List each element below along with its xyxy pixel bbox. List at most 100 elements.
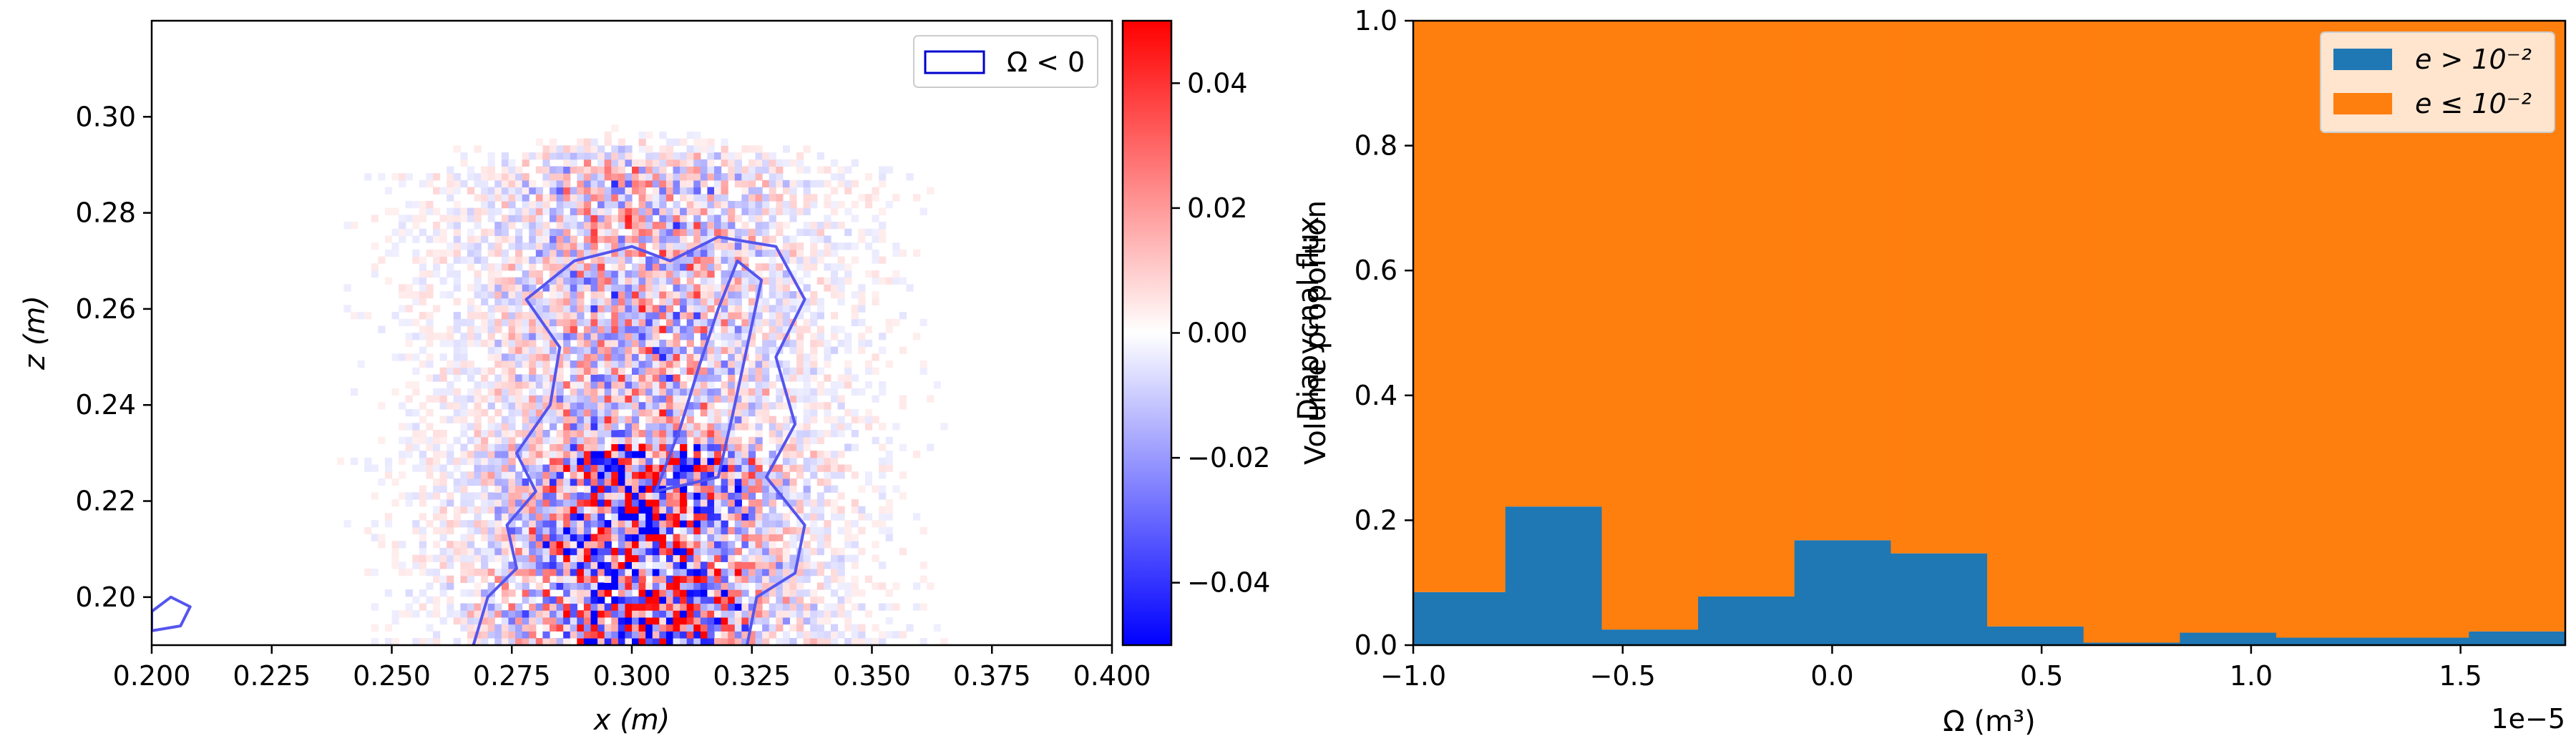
heatmap-cell: [412, 367, 420, 375]
heatmap-cell: [714, 617, 722, 625]
heatmap-cell: [728, 554, 736, 562]
heatmap-cell: [879, 471, 887, 479]
heatmap-cell: [549, 395, 557, 403]
heatmap-cell: [700, 408, 708, 417]
heatmap-cell: [782, 638, 791, 645]
heatmap-cell: [529, 263, 537, 271]
heatmap-cell: [810, 589, 818, 597]
heatmap-cell: [604, 638, 612, 645]
heatmap-cell: [618, 200, 626, 209]
heatmap-cell: [625, 374, 633, 382]
heatmap-cell: [810, 249, 818, 257]
heatmap-cell: [899, 312, 907, 320]
heatmap-cell: [611, 145, 619, 153]
heatmap-cell: [673, 423, 680, 431]
heatmap-cell: [830, 631, 839, 639]
heatmap-cell: [522, 298, 530, 305]
heatmap-cell: [824, 464, 831, 472]
heatmap-cell: [604, 603, 612, 611]
heatmap-cell: [776, 423, 784, 431]
heatmap-cell: [522, 222, 530, 230]
heatmap-cell: [748, 207, 756, 215]
heatmap-cell: [384, 638, 393, 645]
heatmap-cell: [474, 305, 482, 313]
heatmap-cell: [625, 457, 633, 466]
heatmap-cell: [645, 194, 653, 202]
heatmap-cell: [748, 596, 756, 604]
heatmap-cell: [693, 256, 701, 264]
heatmap-cell: [776, 159, 784, 167]
heatmap-cell: [652, 325, 660, 333]
heatmap-cell: [762, 582, 770, 590]
heatmap-cell: [693, 353, 701, 361]
heatmap-cell: [350, 222, 358, 230]
heatmap-cell: [487, 173, 495, 181]
heatmap-cell: [453, 436, 461, 444]
heatmap-cell: [789, 346, 797, 354]
heatmap-cell: [577, 492, 585, 500]
heatmap-cell: [611, 457, 619, 466]
heatmap-cell: [816, 152, 824, 160]
heatmap-cell: [439, 589, 447, 597]
heatmap-cell: [665, 222, 674, 230]
heatmap-cell: [597, 346, 605, 354]
heatmap-cell: [796, 367, 804, 375]
heatmap-cell: [796, 312, 804, 320]
bar-low-e: [2083, 21, 2180, 643]
heatmap-cell: [570, 305, 577, 313]
heatmap-cell: [782, 416, 791, 423]
heatmap-cell: [803, 166, 811, 174]
heatmap-cell: [830, 561, 839, 569]
heatmap-cell: [693, 159, 701, 167]
heatmap-cell: [776, 492, 784, 500]
heatmap-cell: [665, 277, 674, 285]
heatmap-cell: [597, 325, 605, 333]
heatmap-cell: [665, 561, 674, 569]
bar-low-e: [1601, 21, 1699, 630]
heatmap-cell: [474, 333, 482, 340]
heatmap-cell: [590, 256, 598, 264]
heatmap-cell: [824, 457, 831, 466]
heatmap-cell: [665, 291, 674, 299]
heatmap-cell: [556, 388, 564, 396]
heatmap-cell: [577, 547, 585, 556]
heatmap-cell: [604, 298, 612, 305]
heatmap-cell: [542, 506, 550, 514]
heatmap-cell: [652, 561, 660, 569]
heatmap-cell: [590, 554, 598, 562]
heatmap-cell: [515, 513, 523, 521]
heatmap-cell: [549, 138, 557, 146]
heatmap-cell: [762, 152, 770, 160]
heatmap-cell: [789, 610, 797, 618]
heatmap-cell: [611, 388, 619, 396]
heatmap-cell: [830, 589, 839, 597]
heatmap-cell: [590, 360, 598, 368]
heatmap-cell: [755, 513, 763, 521]
heatmap-cell: [350, 388, 358, 396]
heatmap-cell: [837, 561, 845, 569]
heatmap-cell: [851, 638, 859, 645]
heatmap-cell: [590, 298, 598, 305]
heatmap-cell: [529, 526, 537, 535]
heatmap-cell: [467, 451, 475, 458]
heatmap-cell: [549, 346, 557, 354]
heatmap-cell: [741, 312, 749, 320]
heatmap-cell: [487, 381, 495, 389]
heatmap-cell: [487, 270, 495, 278]
heatmap-cell: [638, 367, 646, 375]
heatmap-cell: [824, 485, 831, 493]
heatmap-cell: [542, 464, 550, 472]
heatmap-cell: [611, 124, 619, 132]
heatmap-cell: [604, 408, 612, 417]
heatmap-cell: [405, 492, 413, 500]
heatmap-cell: [789, 187, 797, 195]
heatmap-cell: [460, 575, 468, 583]
heatmap-cell: [632, 561, 640, 569]
heatmap-cell: [714, 520, 722, 528]
heatmap-cell: [474, 610, 482, 618]
heatmap-cell: [577, 333, 585, 340]
heatmap-cell: [782, 617, 791, 625]
heatmap-cell: [673, 360, 680, 368]
heatmap-cell: [556, 305, 564, 313]
heatmap-cell: [426, 423, 434, 431]
